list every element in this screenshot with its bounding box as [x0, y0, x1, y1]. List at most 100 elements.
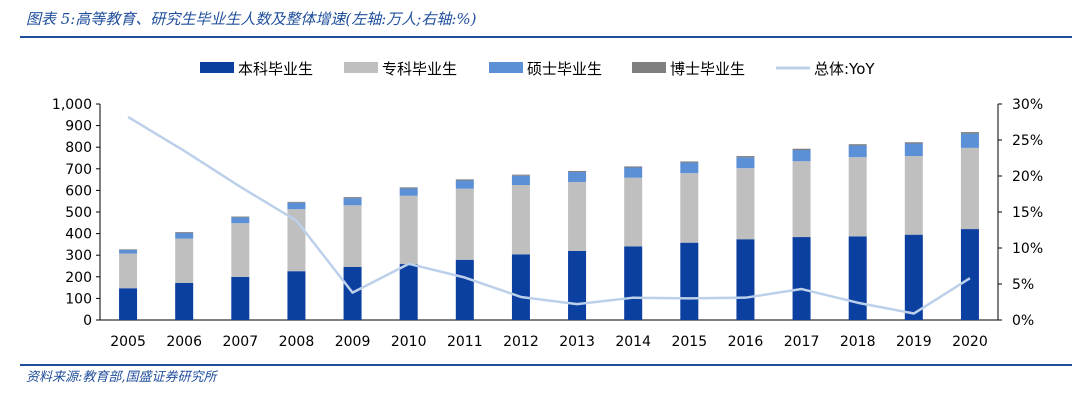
legend-label-3: 硕士毕业生: [527, 60, 602, 78]
bar-segment-1: [231, 276, 250, 320]
x-tick-label: 2015: [671, 334, 707, 350]
bar-segment-3: [399, 188, 418, 196]
chart-source: 资料来源:教育部,国盛证券研究所: [26, 370, 217, 385]
bar-segment-2: [175, 238, 194, 283]
bar-segment-1: [175, 282, 194, 320]
x-tick-label: 2014: [615, 334, 651, 350]
bar-segment-2: [119, 253, 138, 289]
right-tick-label: 25%: [1012, 133, 1043, 149]
bar-segment-4: [624, 166, 643, 168]
bar-segment-1: [455, 259, 474, 320]
x-tick-label: 2018: [840, 334, 876, 350]
x-tick-label: 2005: [110, 334, 146, 350]
x-tick-label: 2010: [391, 334, 427, 350]
chart-axes: [96, 103, 1002, 321]
bar-segment-1: [119, 288, 138, 320]
bar-segment-2: [792, 161, 811, 238]
yoy-line: [127, 115, 971, 315]
bar-segment-4: [511, 174, 530, 176]
x-tick-label: 2019: [896, 334, 932, 350]
bar-segment-3: [119, 250, 138, 254]
x-tick-label: 2006: [166, 334, 202, 350]
bar-segment-3: [175, 232, 194, 239]
bar-segment-4: [175, 232, 194, 233]
bar-segment-3: [904, 143, 923, 157]
left-tick-label: 100: [65, 291, 92, 307]
yoy-line-series: [127, 115, 971, 315]
bar-segment-4: [960, 132, 979, 134]
bar-segment-3: [568, 172, 587, 182]
left-tick-label: 400: [65, 227, 92, 243]
bar-segment-2: [736, 168, 755, 240]
left-tick-label: 700: [65, 162, 92, 178]
left-tick-label: 200: [65, 270, 92, 286]
right-tick-label: 10%: [1012, 241, 1043, 257]
bar-segment-1: [960, 229, 979, 320]
bar-segment-4: [792, 148, 811, 151]
bar-segment-3: [736, 157, 755, 169]
bar-segment-1: [904, 234, 923, 320]
bar-segment-3: [287, 202, 306, 210]
bar-segment-3: [624, 167, 643, 178]
bar-series: [119, 132, 979, 320]
bar-segment-1: [792, 237, 811, 320]
bar-segment-4: [343, 197, 362, 199]
bar-segment-2: [343, 205, 362, 267]
x-tick-label: 2007: [222, 334, 258, 350]
bar-segment-3: [848, 145, 867, 158]
bar-segment-4: [119, 249, 138, 251]
bar-segment-3: [511, 175, 530, 185]
bar-segment-4: [736, 156, 755, 158]
bar-segment-3: [455, 180, 474, 189]
caption-rule: [20, 36, 1072, 38]
legend-swatch-2: [344, 62, 378, 73]
bar-segment-4: [680, 161, 699, 163]
legend-swatch-1: [200, 62, 234, 73]
axis-labels: 0 100 200 300 400 500 600 700 800 900 1,000 0% 5% 10%…: [52, 97, 1043, 350]
bar-segment-4: [287, 201, 306, 203]
x-tick-label: 2011: [447, 334, 483, 350]
right-tick-label: 20%: [1012, 169, 1043, 185]
x-tick-label: 2020: [952, 334, 988, 350]
left-tick-label: 600: [65, 183, 92, 199]
x-tick-label: 2017: [784, 334, 820, 350]
legend-swatch-4: [632, 62, 666, 73]
left-tick-label: 500: [65, 205, 92, 221]
source-rule: [20, 364, 1072, 366]
legend-label-4: 博士毕业生: [670, 60, 745, 78]
right-tick-label: 0%: [1012, 313, 1034, 329]
bar-segment-4: [568, 170, 587, 173]
legend-swatch-3: [489, 62, 523, 73]
left-tick-label: 800: [65, 140, 92, 156]
bar-segment-3: [792, 150, 811, 162]
bar-segment-4: [399, 187, 418, 189]
bar-segment-3: [343, 198, 362, 206]
bar-segment-1: [511, 254, 530, 320]
left-tick-label: 900: [65, 119, 92, 135]
bar-segment-4: [455, 179, 474, 181]
bar-segment-1: [848, 236, 867, 320]
bar-segment-3: [231, 217, 250, 224]
bar-segment-4: [904, 142, 923, 144]
x-tick-label: 2008: [279, 334, 315, 350]
right-tick-label: 5%: [1012, 277, 1034, 293]
bar-segment-2: [399, 195, 418, 265]
x-tick-label: 2013: [559, 334, 595, 350]
bar-segment-1: [568, 250, 587, 320]
bar-segment-4: [848, 144, 867, 146]
legend-label-5: 总体:YoY: [814, 60, 875, 78]
bar-segment-1: [624, 246, 643, 320]
left-tick-label: 1,000: [52, 97, 92, 113]
bar-segment-2: [680, 173, 699, 243]
x-tick-label: 2012: [503, 334, 539, 350]
bar-segment-2: [511, 185, 530, 255]
right-tick-label: 30%: [1012, 97, 1043, 113]
legend-label-2: 专科毕业生: [382, 60, 457, 78]
bar-segment-2: [960, 147, 979, 230]
bar-segment-2: [848, 157, 867, 237]
bar-segment-2: [568, 181, 587, 251]
x-tick-label: 2009: [335, 334, 371, 350]
bar-segment-2: [455, 188, 474, 260]
bar-segment-4: [231, 216, 250, 218]
bar-segment-1: [287, 271, 306, 320]
